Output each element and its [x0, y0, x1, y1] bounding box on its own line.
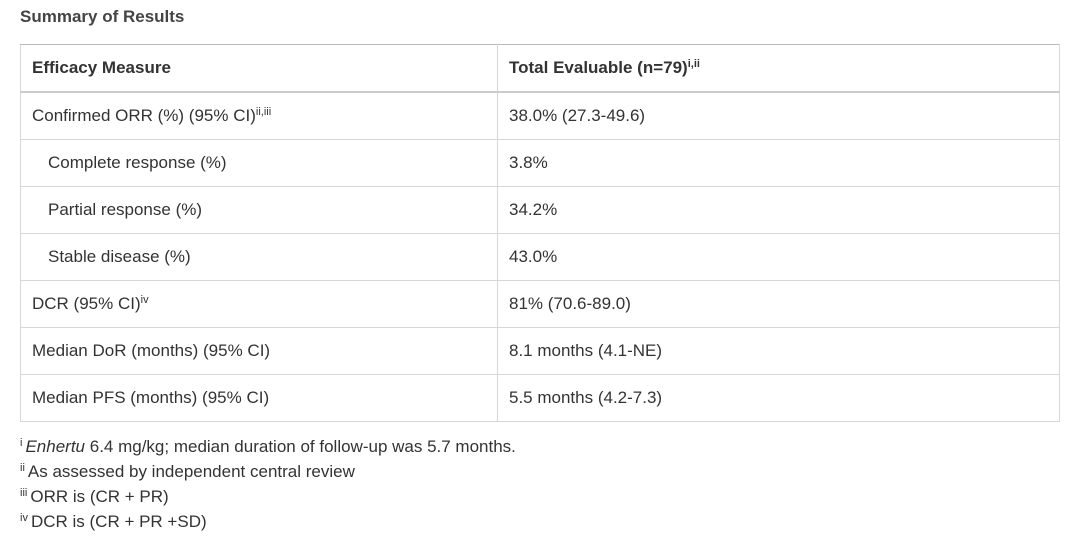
cell-text: 5.5 months (4.2-7.3) — [509, 388, 663, 407]
footnote-text: ORR is (CR + PR) — [30, 487, 169, 506]
cell: Partial response (%) — [20, 186, 498, 234]
cell-text: Median DoR (months) (95% CI) — [32, 341, 271, 360]
table-row: Median PFS (months) (95% CI) 5.5 months … — [20, 374, 1060, 422]
table-row: Median DoR (months) (95% CI) 8.1 months … — [20, 327, 1060, 375]
header-cell: Efficacy Measure — [20, 44, 498, 93]
table-row: Complete response (%) 3.8% — [20, 139, 1060, 187]
cell-text: 38.0% (27.3-49.6) — [509, 106, 646, 125]
cell-text: Stable disease (%) — [48, 247, 191, 266]
footnote-ref: i,ii — [687, 58, 700, 70]
cell-text: 43.0% — [509, 247, 558, 266]
cell-text: 81% (70.6-89.0) — [509, 294, 631, 313]
cell: Confirmed ORR (%) (95% CI)ii,iii — [20, 91, 498, 140]
cell-text: 8.1 months (4.1-NE) — [509, 341, 663, 360]
header-row: Efficacy Measure Total Evaluable (n=79)i… — [20, 44, 1060, 93]
cell: 34.2% — [497, 186, 1060, 234]
cell: Median DoR (months) (95% CI) — [20, 327, 498, 375]
cell: 8.1 months (4.1-NE) — [497, 327, 1060, 375]
footnote-marker: i — [20, 437, 23, 449]
footnote: iii ORR is (CR + PR) — [20, 484, 516, 509]
cell: Stable disease (%) — [20, 233, 498, 281]
footnote-ref: iv — [140, 294, 149, 306]
footnote: ii As assessed by independent central rev… — [20, 459, 516, 484]
cell-text: Efficacy Measure — [32, 58, 171, 77]
footnote-marker: ii — [20, 462, 25, 474]
footnote-text: DCR is (CR + PR +SD) — [30, 512, 207, 531]
cell-text: Total Evaluable (n=79) — [509, 58, 688, 77]
table-row: Stable disease (%) 43.0% — [20, 233, 1060, 281]
cell-text: 34.2% — [509, 200, 558, 219]
footnote: i Enhertu 6.4 mg/kg; median duration of f… — [20, 434, 516, 459]
cell: 3.8% — [497, 139, 1060, 187]
section-title: Summary of Results — [20, 7, 185, 26]
cell: DCR (95% CI)iv — [20, 280, 498, 328]
cell-text: 3.8% — [509, 153, 548, 172]
table-row: DCR (95% CI)iv 81% (70.6-89.0) — [20, 280, 1060, 328]
cell-text: Median PFS (months) (95% CI) — [32, 388, 270, 407]
cell: 81% (70.6-89.0) — [497, 280, 1060, 328]
cell-text: Partial response (%) — [48, 200, 203, 219]
footnote: iv DCR is (CR + PR +SD) — [20, 509, 516, 534]
cell: 43.0% — [497, 233, 1060, 281]
cell: 5.5 months (4.2-7.3) — [497, 374, 1060, 422]
cell: Complete response (%) — [20, 139, 498, 187]
footnote-marker: iii — [20, 487, 28, 499]
footnote-marker: iv — [20, 512, 28, 524]
footnote-emphasis: Enhertu — [25, 437, 85, 456]
table-row: Partial response (%) 34.2% — [20, 186, 1060, 234]
footnote-text: As assessed by independent central revie… — [27, 462, 355, 481]
cell-text: Complete response (%) — [48, 153, 227, 172]
footnotes: i Enhertu 6.4 mg/kg; median duration of f… — [20, 434, 516, 534]
results-table: Efficacy Measure Total Evaluable (n=79)i… — [20, 44, 1060, 422]
cell-text: Confirmed ORR (%) (95% CI) — [32, 106, 256, 125]
header-cell: Total Evaluable (n=79)i,ii — [497, 44, 1060, 93]
table-row: Confirmed ORR (%) (95% CI)ii,iii 38.0% (… — [20, 91, 1060, 140]
footnote-text: 6.4 mg/kg; median duration of follow-up … — [89, 437, 516, 456]
cell-text: DCR (95% CI) — [32, 294, 141, 313]
cell: 38.0% (27.3-49.6) — [497, 91, 1060, 140]
cell: Median PFS (months) (95% CI) — [20, 374, 498, 422]
footnote-ref: ii,iii — [255, 106, 272, 118]
